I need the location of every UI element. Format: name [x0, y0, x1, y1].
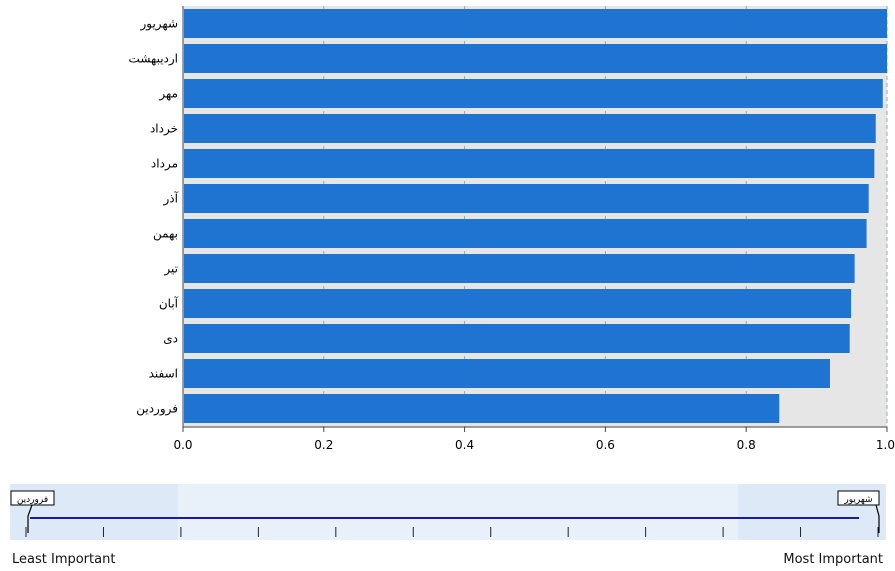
category-label: آذر [163, 191, 179, 207]
bar[interactable] [184, 149, 875, 178]
bar[interactable] [184, 9, 887, 38]
plot-background [183, 6, 887, 427]
category-label: اسفند [149, 367, 178, 381]
category-label: شهریور [139, 17, 178, 32]
category-label: دی [163, 332, 178, 346]
category-labels: شهریور اردیبهشت مهر خرداد مرداد آذر بهمن تیر آبا… [129, 17, 179, 417]
category-label: آبان [159, 296, 179, 311]
bar[interactable] [184, 324, 850, 353]
slider-ticks [25, 527, 879, 537]
bar[interactable] [184, 254, 855, 283]
slider-right-label: شهریور [843, 495, 872, 505]
x-tick-label: 0.2 [314, 438, 333, 452]
category-label: فروردین [136, 402, 178, 417]
bar[interactable] [184, 219, 867, 248]
bar[interactable] [184, 289, 852, 318]
category-label: تیر [163, 262, 178, 277]
x-tick-label: 1.0 [876, 438, 895, 452]
category-label: مرداد [151, 157, 178, 172]
slider-left-handle[interactable]: فروردین [10, 490, 55, 533]
slider-right-handle[interactable]: شهریور [837, 490, 880, 533]
x-tick-label: 0.4 [455, 438, 474, 452]
category-label: مهر [158, 87, 178, 102]
category-label: خرداد [150, 122, 178, 137]
x-tick-label: 0.6 [596, 438, 615, 452]
category-label: اردیبهشت [129, 52, 178, 67]
bar[interactable] [184, 114, 876, 143]
category-label: بهمن [153, 227, 178, 242]
bar[interactable] [184, 184, 869, 213]
bar[interactable] [184, 79, 883, 108]
x-tick-label: 0.8 [737, 438, 756, 452]
x-tick-label: 0.0 [173, 438, 192, 452]
slider-band-inner [178, 484, 738, 540]
bar[interactable] [184, 44, 887, 73]
most-important-label: Most Important [783, 552, 883, 567]
x-axis-ticks: 0.0 0.2 0.4 0.6 0.8 1.0 [173, 427, 895, 452]
least-important-label: Least Important [12, 552, 115, 567]
slider-left-label: فروردین [17, 495, 48, 505]
bars [184, 9, 887, 423]
bar[interactable] [184, 359, 830, 388]
grid-lines [323, 6, 888, 427]
bar[interactable] [184, 394, 780, 423]
